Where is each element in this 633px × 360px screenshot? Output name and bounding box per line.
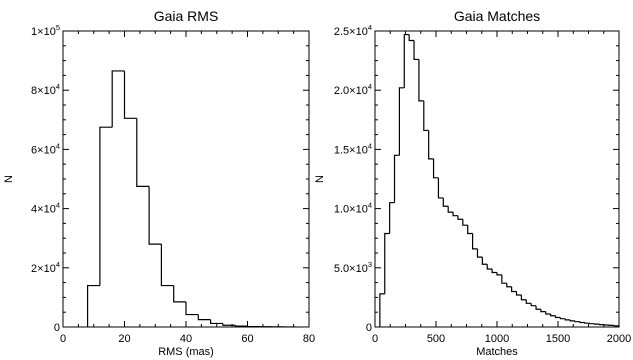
rms-y-axis-label: N	[3, 175, 15, 183]
rms-bin	[148, 186, 162, 245]
matches-bin	[584, 322, 590, 324]
matches-bin	[564, 318, 571, 321]
matches-bin	[452, 212, 458, 217]
rms-bin	[136, 118, 150, 187]
chart-title-rms: Gaia RMS	[154, 8, 219, 24]
matches-bin	[393, 154, 400, 203]
matches-y-axis: 0 5.0×103 1.0×104 1.5×104 2.0×104 2.5×104	[334, 23, 619, 334]
matches-bin	[457, 215, 463, 220]
rms-x-tick-label: 60	[241, 333, 253, 345]
rms-y-tick-label: 0	[54, 322, 60, 334]
matches-x-tick-label: 1500	[546, 333, 570, 345]
matches-bin	[384, 232, 390, 294]
chart-title-matches: Gaia Matches	[454, 8, 540, 24]
rms-bin	[87, 284, 100, 327]
rms-bin	[173, 285, 186, 303]
rms-y-tick-label: 4×104	[31, 201, 60, 216]
matches-bin	[428, 130, 434, 160]
matches-bin	[515, 291, 522, 296]
matches-bin	[525, 299, 532, 304]
matches-bin	[408, 34, 415, 42]
matches-bin	[506, 283, 512, 288]
matches-bin	[501, 274, 507, 284]
matches-x-tick-label: 0	[372, 333, 378, 345]
rms-x-tick-label: 20	[118, 333, 130, 345]
matches-x-axis: 0 500 1000 1500 2000	[372, 31, 631, 345]
rms-bin	[99, 126, 113, 286]
matches-y-axis-label: N	[314, 175, 326, 183]
matches-y-tick-label: 0	[366, 322, 372, 334]
matches-bin	[491, 268, 497, 274]
matches-x-tick-label: 1000	[485, 333, 509, 345]
rms-bin	[123, 70, 137, 119]
matches-bin	[403, 33, 410, 88]
rms-y-tick-label: 8×104	[31, 82, 60, 97]
matches-x-tick-label: 500	[427, 333, 445, 345]
matches-y-tick-label: 2.5×104	[334, 23, 372, 38]
matches-y-tick-label: 1.5×104	[334, 141, 372, 156]
rms-bin	[160, 244, 174, 287]
panel-gaia-matches: Gaia Matches 0 500 1000 1500 2000 0 5.0×103 1.…	[314, 8, 631, 358]
matches-bin	[418, 59, 424, 102]
rms-x-axis: 0 20 40 60 80	[60, 31, 315, 345]
rms-bin	[210, 319, 223, 325]
rms-bin	[197, 314, 211, 321]
matches-y-tick-label: 5.0×103	[334, 260, 372, 275]
matches-bin	[476, 248, 483, 258]
rms-x-tick-label: 80	[303, 333, 315, 345]
matches-bin	[535, 305, 541, 310]
matches-bin	[447, 206, 454, 213]
rms-x-tick-label: 40	[180, 333, 192, 345]
matches-bin	[413, 40, 419, 61]
matches-bin	[554, 315, 561, 319]
matches-bin	[511, 286, 517, 293]
matches-bin	[579, 321, 585, 324]
matches-bin	[467, 225, 473, 235]
matches-bin	[486, 264, 493, 270]
rms-y-tick-label: 6×104	[31, 141, 60, 156]
rms-y-tick-label: 2×104	[31, 260, 60, 275]
rms-x-tick-label: 0	[60, 333, 66, 345]
rms-x-axis-label: RMS (mas)	[158, 346, 214, 358]
matches-bin	[545, 311, 551, 315]
matches-bin	[442, 197, 449, 207]
matches-bin	[559, 317, 566, 320]
rms-bin	[222, 323, 236, 326]
matches-bin	[472, 233, 478, 250]
matches-bin	[520, 295, 527, 301]
matches-bin	[550, 313, 556, 317]
matches-bin	[462, 219, 468, 226]
matches-bin	[379, 293, 385, 327]
matches-bin	[574, 320, 580, 323]
rms-bin	[111, 70, 125, 128]
rms-y-axis: 0 2×104 4×104 6×104 8×104 1×105	[31, 23, 309, 334]
rms-bin	[234, 325, 248, 327]
matches-bin	[423, 100, 429, 132]
matches-bin	[496, 272, 502, 276]
rms-bin	[185, 301, 199, 316]
rms-y-tick-label: 1×105	[31, 23, 60, 38]
matches-x-axis-label: Matches	[476, 346, 518, 358]
matches-y-tick-label: 2.0×104	[334, 82, 372, 97]
matches-bin	[530, 303, 537, 307]
matches-bin	[569, 319, 576, 322]
matches-bin	[481, 257, 488, 265]
panel-gaia-rms: Gaia RMS 0 20 40 60 80 0 2×104 4×104 6×104 8×104…	[3, 8, 315, 358]
matches-plot-frame	[374, 30, 620, 328]
matches-bin	[398, 87, 405, 156]
matches-histogram-series	[379, 33, 620, 327]
matches-bin	[540, 309, 546, 313]
matches-x-tick-label: 2000	[607, 333, 631, 345]
matches-bin	[389, 202, 395, 234]
matches-y-tick-label: 1.0×104	[334, 201, 372, 216]
matches-bin	[437, 177, 444, 199]
matches-bin	[432, 158, 439, 179]
rms-histogram-series	[87, 70, 298, 328]
